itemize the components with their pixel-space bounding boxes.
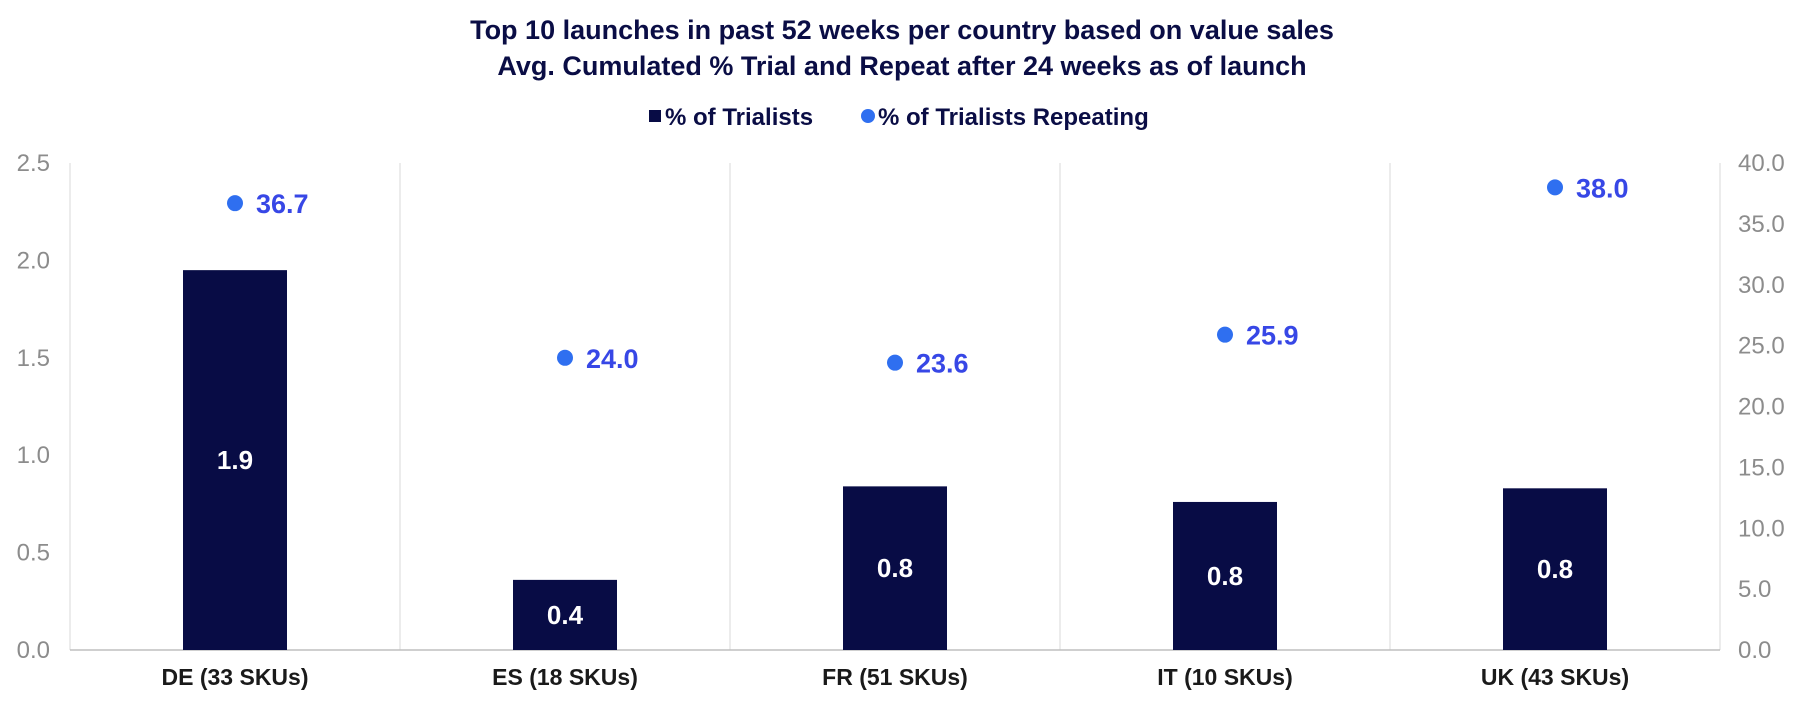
chart-subtitle: Avg. Cumulated % Trial and Repeat after … <box>497 51 1306 81</box>
legend: % of Trialists % of Trialists Repeating <box>649 104 1149 131</box>
right-y-tick-label: 20.0 <box>1738 394 1785 421</box>
category-label: UK (43 SKUs) <box>1481 664 1629 690</box>
bar-value-label: 0.8 <box>877 553 913 583</box>
left-y-tick-label: 2.0 <box>17 247 50 274</box>
right-y-tick-label: 10.0 <box>1738 515 1785 542</box>
point-trialists-repeating <box>227 195 243 212</box>
chart-title: Top 10 launches in past 52 weeks per cou… <box>470 15 1334 45</box>
right-y-tick-label: 40.0 <box>1738 150 1785 177</box>
category-label: FR (51 SKUs) <box>822 664 968 690</box>
legend-marker-trialists <box>649 110 661 122</box>
point-value-label: 23.6 <box>916 349 969 379</box>
bar-trialists <box>1173 501 1277 650</box>
legend-marker-repeating <box>861 109 875 123</box>
bar-trialists <box>183 270 287 650</box>
right-y-tick-label: 0.0 <box>1738 637 1771 664</box>
bar-trialists <box>1503 488 1607 650</box>
bar-trialists <box>843 486 947 650</box>
point-trialists-repeating <box>887 354 903 371</box>
left-y-tick-label: 1.5 <box>17 345 50 372</box>
point-value-label: 36.7 <box>256 189 309 219</box>
bar-value-label: 1.9 <box>217 445 253 475</box>
left-y-axis: 0.0 0.5 1.0 1.5 2.0 2.5 <box>17 150 50 664</box>
category-label: IT (10 SKUs) <box>1157 664 1292 690</box>
category-label: ES (18 SKUs) <box>492 664 638 690</box>
point-value-label: 38.0 <box>1576 173 1629 203</box>
category-label: DE (33 SKUs) <box>162 664 309 690</box>
bar-value-label: 0.4 <box>547 600 584 630</box>
left-y-tick-label: 0.0 <box>17 637 50 664</box>
bar-value-label: 0.8 <box>1537 554 1573 584</box>
legend-label-repeating: % of Trialists Repeating <box>878 104 1149 131</box>
left-y-tick-label: 1.0 <box>17 442 50 469</box>
repeating-points: 36.7 24.0 23.6 25.9 38.0 <box>227 173 1629 379</box>
right-y-tick-label: 15.0 <box>1738 454 1785 481</box>
left-y-tick-label: 2.5 <box>17 150 50 177</box>
bar-trialists <box>513 579 617 650</box>
point-trialists-repeating <box>1547 179 1563 196</box>
right-y-tick-label: 25.0 <box>1738 333 1785 360</box>
right-y-axis: 0.0 5.0 10.0 15.0 20.0 25.0 30.0 35.0 40.0 <box>1738 150 1785 664</box>
left-y-tick-label: 0.5 <box>17 540 50 567</box>
point-value-label: 25.9 <box>1246 321 1299 351</box>
right-y-tick-label: 35.0 <box>1738 211 1785 238</box>
point-trialists-repeating <box>557 349 573 366</box>
trialists-bars: 1.9 0.4 0.8 0.8 0.8 <box>183 270 1607 650</box>
right-y-tick-label: 5.0 <box>1738 576 1771 603</box>
legend-label-trialists: % of Trialists <box>665 104 813 131</box>
right-y-tick-label: 30.0 <box>1738 272 1785 299</box>
point-value-label: 24.0 <box>586 344 639 374</box>
bar-value-label: 0.8 <box>1207 561 1243 591</box>
category-labels: DE (33 SKUs) ES (18 SKUs) FR (51 SKUs) IT (… <box>162 664 1630 690</box>
point-trialists-repeating <box>1217 326 1233 343</box>
